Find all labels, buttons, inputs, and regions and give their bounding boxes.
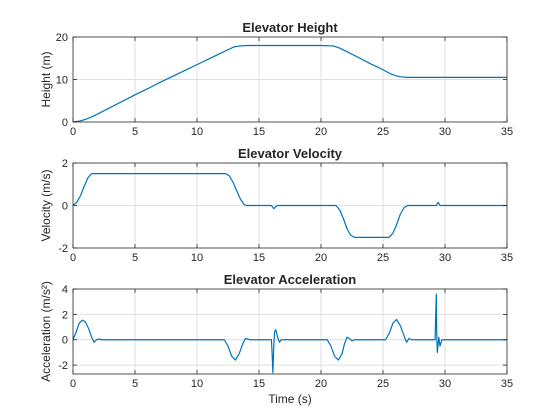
chart-title: Elevator Velocity xyxy=(238,146,343,161)
y-tick-label: -2 xyxy=(58,243,68,255)
y-tick-label: 0 xyxy=(62,335,68,347)
subplot-1: 0 5 10 15 20 25 30 35 0 10 20 Elevator Height Height… xyxy=(39,20,513,138)
axes-frame xyxy=(72,288,508,375)
series-line xyxy=(72,173,507,238)
x-tick-label: 35 xyxy=(501,252,513,264)
x-tick-label: 25 xyxy=(377,252,389,264)
series-line xyxy=(72,44,507,123)
y-axis-label: Height (m) xyxy=(39,51,53,107)
y-tick-label: 2 xyxy=(62,158,68,170)
y-tick-label: 10 xyxy=(56,75,68,87)
x-tick-label: 15 xyxy=(253,378,265,390)
x-tick-label: 5 xyxy=(132,378,138,390)
x-tick-label: 10 xyxy=(191,126,203,138)
x-tick-label: 10 xyxy=(191,378,203,390)
y-tick-label: 20 xyxy=(56,32,68,44)
y-tick-label: 0 xyxy=(62,201,68,213)
y-tick-label: 4 xyxy=(62,284,68,296)
x-tick-label: 20 xyxy=(315,126,327,138)
x-tick-label: 15 xyxy=(253,252,265,264)
y-tick-label: 2 xyxy=(62,309,68,321)
x-tick-label: 30 xyxy=(439,126,451,138)
y-tick-label: -2 xyxy=(58,360,68,372)
x-tick-label: 20 xyxy=(315,378,327,390)
x-axis-label: Time (s) xyxy=(268,392,312,406)
x-tick-label: 35 xyxy=(501,126,513,138)
x-tick-label: 0 xyxy=(70,126,76,138)
y-axis-label: Velocity (m/s) xyxy=(39,169,53,241)
x-tick-label: 5 xyxy=(132,126,138,138)
x-tick-label: 30 xyxy=(439,378,451,390)
chart-title: Elevator Acceleration xyxy=(224,272,357,287)
chart-title: Elevator Height xyxy=(242,20,338,35)
x-tick-label: 25 xyxy=(377,378,389,390)
x-tick-label: 25 xyxy=(377,126,389,138)
y-axis-label: Acceleration (m/s²) xyxy=(39,281,53,382)
x-tick-label: 5 xyxy=(132,252,138,264)
x-tick-label: 0 xyxy=(70,252,76,264)
x-tick-label: 35 xyxy=(501,378,513,390)
x-tick-label: 15 xyxy=(253,126,265,138)
x-tick-label: 30 xyxy=(439,252,451,264)
y-tick-label: 0 xyxy=(62,117,68,129)
series-line xyxy=(72,293,507,374)
x-tick-label: 20 xyxy=(315,252,327,264)
x-tick-label: 0 xyxy=(70,378,76,390)
x-tick-label: 10 xyxy=(191,252,203,264)
